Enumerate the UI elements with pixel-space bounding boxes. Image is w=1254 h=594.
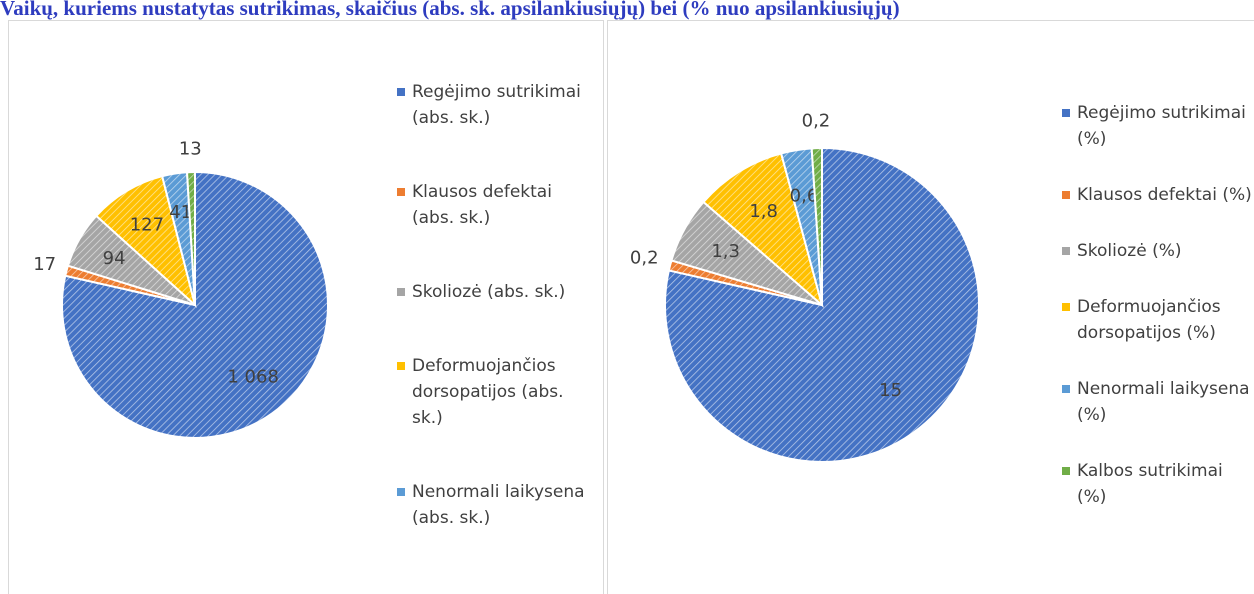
legend-swatch xyxy=(1062,467,1070,475)
data-label: 0,2 xyxy=(630,248,659,269)
legend-item: Nenormali laikysena (abs. sk.) xyxy=(397,479,597,531)
legend-label: Nenormali laikysena (abs. sk.) xyxy=(412,482,585,528)
legend-label: Deformuojančios dorsopatijos (abs. sk.) xyxy=(412,356,564,428)
legend-swatch xyxy=(397,362,405,370)
legend-swatch xyxy=(397,488,405,496)
legend-label: Klausos defektai (abs. sk.) xyxy=(412,182,552,228)
legend-item: Kalbos sutrikimai (%) xyxy=(1062,458,1252,510)
pie-slice xyxy=(810,146,823,306)
data-label: 1,3 xyxy=(711,241,740,262)
legend-swatch xyxy=(1062,303,1070,311)
legend-swatch xyxy=(397,88,405,96)
legend-label: Regėjimo sutrikimai (abs. sk.) xyxy=(412,82,581,128)
data-label: 17 xyxy=(33,254,56,275)
data-label: 13 xyxy=(179,138,202,159)
legend-item: Deformuojančios dorsopatijos (abs. sk.) xyxy=(397,353,597,431)
legend-item: Regėjimo sutrikimai (%) xyxy=(1062,100,1252,152)
data-label: 94 xyxy=(103,248,126,269)
legend-item: Nenormali laikysena (%) xyxy=(1062,376,1252,428)
legend: Regėjimo sutrikimai (abs. sk.) Klausos de… xyxy=(397,55,597,555)
chart-panel xyxy=(8,20,604,594)
legend-label: Deformuojančios dorsopatijos (%) xyxy=(1077,297,1221,343)
legend-item: Deformuojančios dorsopatijos (%) xyxy=(1062,294,1252,346)
data-label: 41 xyxy=(169,202,192,223)
legend-item: Skoliozė (abs. sk.) xyxy=(397,279,597,305)
legend-label: Regėjimo sutrikimai (%) xyxy=(1077,103,1246,149)
legend-item: Klausos defektai (%) xyxy=(1062,182,1252,208)
pie-slice xyxy=(702,152,824,308)
legend-item: Klausos defektai (abs. sk.) xyxy=(397,179,597,231)
legend-label: Skoliozė (abs. sk.) xyxy=(412,282,566,302)
data-label: 127 xyxy=(130,214,164,235)
legend-label: Skoliozė (%) xyxy=(1077,241,1182,261)
chart-panel xyxy=(607,20,1254,594)
data-label: 1,8 xyxy=(749,201,778,222)
data-label: 1 068 xyxy=(227,367,279,388)
legend-swatch xyxy=(1062,109,1070,117)
title: Vaikų, kuriems nustatytas sutrikimas, sk… xyxy=(0,0,900,20)
legend-item: Skoliozė (%) xyxy=(1062,238,1252,264)
legend-swatch xyxy=(1062,191,1070,199)
legend-swatch xyxy=(1062,247,1070,255)
data-label: 0,2 xyxy=(802,110,831,131)
legend-swatch xyxy=(397,288,405,296)
legend-item: Regėjimo sutrikimai (abs. sk.) xyxy=(397,79,597,131)
legend-label: Nenormali laikysena (%) xyxy=(1077,379,1250,425)
legend-swatch xyxy=(1062,385,1070,393)
legend-label: Klausos defektai (%) xyxy=(1077,185,1252,205)
pie-slice xyxy=(185,170,196,306)
data-label: 15 xyxy=(879,380,902,401)
legend: Regėjimo sutrikimai (%) Klausos defektai … xyxy=(1062,85,1252,525)
legend-swatch xyxy=(397,188,405,196)
data-label: 0,6 xyxy=(790,186,819,207)
legend-label: Kalbos sutrikimai (%) xyxy=(1077,461,1223,507)
